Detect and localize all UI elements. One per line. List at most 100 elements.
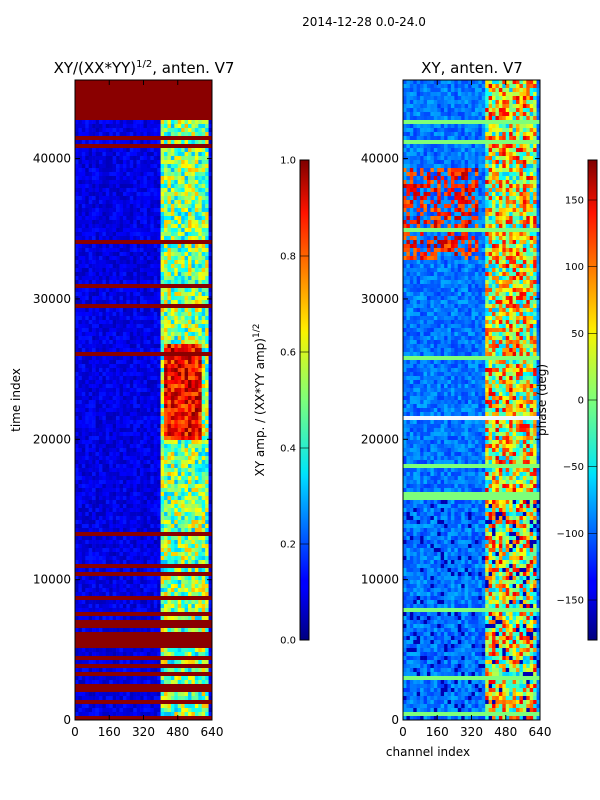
- heatmap-cell: [122, 268, 127, 273]
- heatmap-cell: [153, 588, 158, 593]
- heatmap-cell: [184, 376, 189, 381]
- heatmap-cell: [208, 140, 213, 145]
- heatmap-cell: [109, 460, 113, 465]
- heatmap-cell: [177, 440, 182, 445]
- heatmap-cell: [92, 212, 96, 217]
- heatmap-cell: [205, 552, 209, 557]
- heatmap-cell: [157, 336, 161, 341]
- heatmap-cell: [75, 312, 79, 317]
- heatmap-cell: [150, 436, 155, 441]
- heatmap-cell: [177, 208, 182, 213]
- heatmap-cell: [85, 460, 89, 465]
- heatmap-cell: [191, 336, 196, 341]
- heatmap-cell: [146, 360, 151, 365]
- heatmap-cell: [181, 268, 185, 273]
- heatmap-cell: [98, 580, 103, 585]
- heatmap-cell: [105, 560, 110, 565]
- heatmap-cell: [188, 392, 192, 397]
- heatmap-cell: [136, 336, 141, 341]
- heatmap-cell: [75, 464, 79, 469]
- heatmap-cell: [75, 692, 79, 697]
- heatmap-cell: [170, 692, 175, 697]
- heatmap-cell: [102, 356, 107, 361]
- heatmap-cell: [167, 232, 172, 237]
- heatmap-cell: [122, 244, 127, 249]
- heatmap-cell: [116, 392, 120, 397]
- heatmap-cell: [201, 472, 206, 477]
- heatmap-cell: [198, 228, 203, 233]
- heatmap-cell: [116, 248, 120, 253]
- heatmap-cell: [119, 348, 124, 353]
- heatmap-cell: [136, 676, 141, 681]
- heatmap-cell: [88, 484, 93, 489]
- heatmap-cell: [136, 148, 141, 153]
- heatmap-cell: [143, 392, 148, 397]
- heatmap-cell: [205, 164, 209, 169]
- heatmap-cell: [126, 608, 131, 613]
- heatmap-cell: [198, 420, 203, 425]
- heatmap-cell: [116, 188, 120, 193]
- heatmap-cell: [126, 548, 131, 553]
- heatmap-cell: [205, 508, 209, 513]
- heatmap-cell: [112, 604, 117, 609]
- heatmap-cell: [181, 452, 185, 457]
- heatmap-cell: [81, 476, 86, 481]
- heatmap-cell: [102, 652, 107, 657]
- heatmap-cell: [126, 628, 131, 633]
- heatmap-cell: [177, 164, 182, 169]
- heatmap-cell: [174, 348, 179, 353]
- heatmap-cell: [136, 540, 141, 545]
- heatmap-cell: [167, 324, 172, 329]
- heatmap-cell: [112, 464, 117, 469]
- heatmap-cell: [170, 452, 175, 457]
- heatmap-cell: [184, 420, 189, 425]
- heatmap-cell: [129, 288, 134, 293]
- heatmap-cell: [205, 456, 209, 461]
- heatmap-cell: [119, 260, 124, 265]
- heatmap-cell: [184, 496, 189, 501]
- heatmap-cell: [109, 292, 113, 297]
- heatmap-cell: [85, 608, 89, 613]
- heatmap-cell: [98, 704, 103, 709]
- heatmap-cell: [160, 320, 165, 325]
- heatmap-cell: [170, 592, 175, 597]
- heatmap-cell: [146, 388, 151, 393]
- heatmap-cell: [112, 332, 117, 337]
- heatmap-cell: [184, 412, 189, 417]
- heatmap-cell: [140, 440, 144, 445]
- heatmap-cell: [105, 180, 110, 185]
- heatmap-cell: [85, 324, 89, 329]
- heatmap-cell: [78, 452, 83, 457]
- heatmap-cell: [146, 536, 151, 541]
- heatmap-cell: [170, 296, 175, 301]
- heatmap-cell: [205, 432, 209, 437]
- heatmap-cell: [208, 512, 213, 517]
- heatmap-cell: [201, 524, 206, 529]
- heatmap-cell: [75, 164, 79, 169]
- heatmap-cell: [170, 516, 175, 521]
- heatmap-cell: [105, 228, 110, 233]
- heatmap-cell: [153, 196, 158, 201]
- heatmap-cell: [126, 368, 131, 373]
- heatmap-cell: [191, 668, 196, 673]
- heatmap-cell: [167, 180, 172, 185]
- heatmap-cell: [194, 484, 199, 489]
- heatmap-cell: [129, 264, 134, 269]
- heatmap-cell: [143, 524, 148, 529]
- heatmap-cell: [81, 188, 86, 193]
- heatmap-cell: [105, 440, 110, 445]
- heatmap-cell: [140, 404, 144, 409]
- heatmap-cell: [191, 192, 196, 197]
- heatmap-cell: [92, 540, 96, 545]
- heatmap-cell: [170, 224, 175, 229]
- heatmap-cell: [184, 460, 189, 465]
- heatmap-cell: [191, 368, 196, 373]
- heatmap-cell: [184, 388, 189, 393]
- heatmap-cell: [160, 140, 165, 145]
- heatmap-cell: [164, 460, 168, 465]
- heatmap-cell: [150, 480, 155, 485]
- heatmap-cell: [92, 300, 96, 305]
- heatmap-cell: [78, 340, 83, 345]
- heatmap-cell: [133, 704, 137, 709]
- heatmap-cell: [157, 440, 161, 445]
